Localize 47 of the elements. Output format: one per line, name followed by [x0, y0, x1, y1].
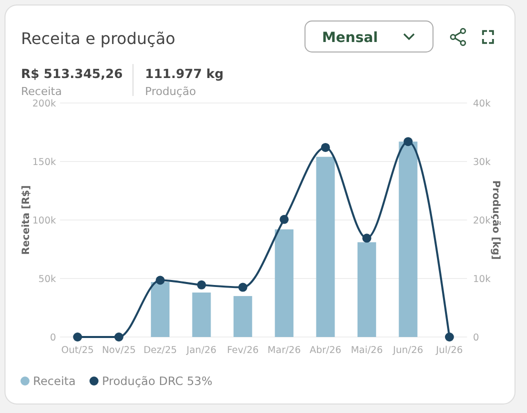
- y2-axis-title: Produção [kg]: [490, 180, 501, 260]
- x-tick-label: Out/25: [61, 345, 94, 356]
- y-tick-label: 0: [50, 332, 56, 344]
- point: [280, 214, 289, 224]
- chart-title: Receita e produção: [21, 29, 176, 48]
- text: Mensal: [322, 30, 378, 46]
- x-tick-label: Jun/26: [392, 345, 424, 356]
- y-tick-label: 150k: [32, 156, 56, 168]
- text: Receita: [21, 85, 62, 98]
- text: 111.977 kg: [145, 66, 224, 81]
- bar: [192, 292, 211, 337]
- point: [320, 142, 330, 152]
- point: [197, 280, 206, 290]
- bar: [316, 156, 335, 337]
- point: [362, 234, 372, 243]
- text: Produção: [145, 85, 196, 98]
- y-tick-label: 50k: [38, 274, 56, 285]
- x-tick-label: Mar/26: [268, 345, 301, 356]
- y2-tick-label: 30k: [473, 156, 492, 168]
- y2-tick-label: 20k: [473, 215, 492, 226]
- bar: [398, 142, 418, 337]
- point: [156, 276, 165, 285]
- bar: [150, 282, 170, 337]
- point: [444, 332, 454, 342]
- y2-tick-label: 40k: [473, 98, 492, 110]
- point: [114, 332, 124, 342]
- point: [404, 137, 413, 146]
- x-tick-label: Mai/26: [350, 345, 383, 356]
- x-tick-label: Dez/25: [143, 345, 177, 356]
- x-tick-label: Nov/25: [102, 345, 136, 356]
- y2-tick-label: 10k: [473, 274, 492, 285]
- y-axis-title: Receita [R$]: [21, 185, 32, 255]
- bar: [358, 242, 376, 337]
- legend-label: Produção DRC 53%: [102, 374, 212, 388]
- x-tick-label: Abr/26: [310, 345, 342, 356]
- text: R$ 513.345,26: [21, 66, 124, 81]
- y-tick-label: 100k: [32, 215, 56, 226]
- x-tick-label: Fev/26: [226, 345, 259, 356]
- y2-tick-label: 0: [473, 332, 480, 344]
- legend-label: Receita: [33, 374, 76, 388]
- x-tick-label: Jan/26: [186, 345, 216, 356]
- x-tick-label: Jul/26: [435, 345, 463, 356]
- point: [73, 332, 82, 342]
- point: [238, 282, 248, 292]
- bar: [234, 296, 252, 337]
- y-tick-label: 200k: [32, 98, 56, 110]
- bar: [274, 229, 294, 337]
